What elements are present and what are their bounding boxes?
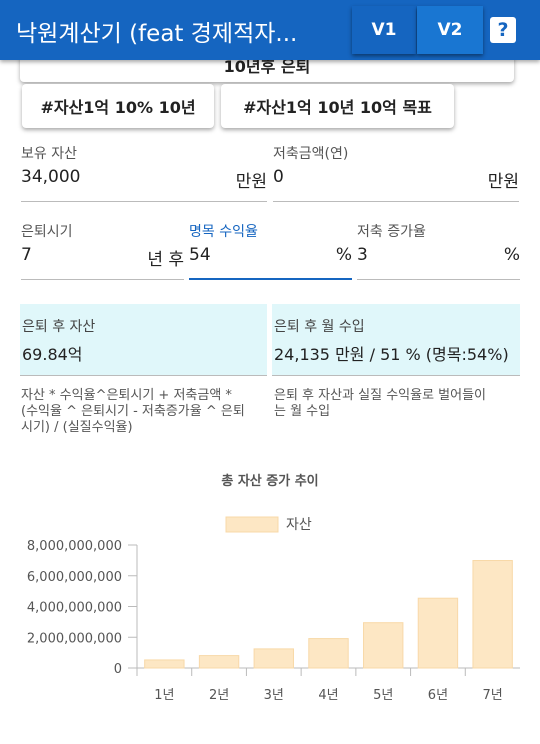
version-v2-button[interactable]: V2 — [417, 6, 483, 54]
result-monthly-income: 은퇴 후 월 수입 24,135 만원 / 51 % (명목:54%) — [272, 304, 520, 376]
x-tick-label: 6년 — [428, 688, 448, 703]
result-after-assets-value: 69.84억 — [22, 345, 83, 364]
rate-unit: % — [335, 245, 352, 265]
formula-assets-line: (수익율 ^ 은퇴시기 - 저축증가율 ^ 은퇴 — [21, 404, 245, 419]
growth-underline — [357, 279, 520, 280]
preset-1억-10y-10억-button[interactable]: #자산1억 10년 10억 목표 — [221, 84, 454, 128]
result-after-assets-label: 은퇴 후 자산 — [22, 319, 96, 335]
result-monthly-label: 은퇴 후 월 수입 — [274, 319, 365, 335]
y-tick-label: 6,000,000,000 — [27, 570, 122, 585]
bar — [253, 648, 294, 669]
x-tick-label: 1년 — [154, 688, 174, 703]
formula-monthly-line: 는 월 수입 — [274, 404, 331, 419]
legend-label: 자산 — [286, 517, 312, 533]
retire-label: 은퇴시기 — [21, 224, 73, 240]
assets-underline — [21, 201, 267, 202]
rate-underline — [189, 278, 352, 280]
assets-label: 보유 자산 — [21, 146, 77, 162]
app-bar: 낙원계산기 (feat 경제적자... V1 V2 ? — [0, 0, 540, 60]
growth-label: 저축 증가율 — [357, 224, 426, 240]
retire-field[interactable]: 은퇴시기 7 년 후 — [21, 221, 184, 281]
help-icon[interactable]: ? — [490, 17, 516, 43]
formula-assets: 자산 * 수익율^은퇴시기 + 저축금액 * (수익율 ^ 은퇴시기 - 저축증… — [21, 388, 269, 436]
x-tick-label: 4년 — [318, 688, 338, 703]
bar — [417, 597, 459, 669]
result-after-assets: 은퇴 후 자산 69.84억 — [20, 304, 267, 376]
y-tick-label: 8,000,000,000 — [27, 539, 122, 554]
x-tick-label: 7년 — [483, 688, 503, 703]
preset-1억-10pct-10y-button[interactable]: #자산1억 10% 10년 — [22, 84, 214, 128]
x-tick-label: 2년 — [209, 688, 229, 703]
chart-title: 총 자산 증가 추이 — [221, 473, 318, 489]
assets-input[interactable]: 34,000 — [21, 167, 81, 187]
version-toggle: V1 V2 — [352, 6, 483, 54]
retire-input[interactable]: 7 — [21, 245, 32, 265]
x-tick-label: 3년 — [264, 688, 284, 703]
savings-field[interactable]: 저축금액(연) 0 만원 — [273, 143, 519, 203]
bar — [144, 659, 185, 669]
growth-unit: % — [503, 245, 520, 265]
savings-unit: 만원 — [487, 172, 519, 192]
rate-field[interactable]: 명목 수익율 54 % — [189, 221, 352, 281]
formula-assets-line: 시기) / (실질수익율) — [21, 420, 133, 435]
x-tick-label: 5년 — [373, 688, 393, 703]
retire-unit: 년 후 — [147, 250, 184, 270]
formula-monthly-line: 은퇴 후 자산과 실질 수익율로 벌어들이 — [274, 388, 487, 403]
formula-monthly: 은퇴 후 자산과 실질 수익율로 벌어들이 는 월 수입 — [274, 388, 522, 420]
version-v1-button[interactable]: V1 — [352, 6, 416, 54]
y-tick-label: 4,000,000,000 — [27, 601, 122, 616]
bar — [198, 655, 240, 669]
result-monthly-value: 24,135 만원 / 51 % (명목:54%) — [274, 345, 509, 364]
bar — [308, 638, 349, 669]
retire-underline — [21, 279, 184, 280]
y-tick-label: 0 — [114, 662, 122, 677]
legend-swatch — [225, 516, 279, 533]
growth-field[interactable]: 저축 증가율 3 % — [357, 221, 520, 281]
savings-input[interactable]: 0 — [273, 167, 284, 187]
bar — [363, 622, 404, 669]
bar — [472, 560, 513, 669]
rate-input[interactable]: 54 — [189, 245, 211, 265]
growth-input[interactable]: 3 — [357, 245, 368, 265]
savings-label: 저축금액(연) — [273, 146, 349, 162]
y-tick-label: 2,000,000,000 — [27, 631, 122, 646]
assets-unit: 만원 — [235, 172, 267, 192]
app-title: 낙원계산기 (feat 경제적자... — [16, 21, 298, 47]
rate-label: 명목 수익율 — [189, 224, 258, 240]
assets-field[interactable]: 보유 자산 34,000 만원 — [21, 143, 267, 203]
formula-assets-line: 자산 * 수익율^은퇴시기 + 저축금액 * — [21, 388, 232, 403]
savings-underline — [273, 201, 519, 202]
